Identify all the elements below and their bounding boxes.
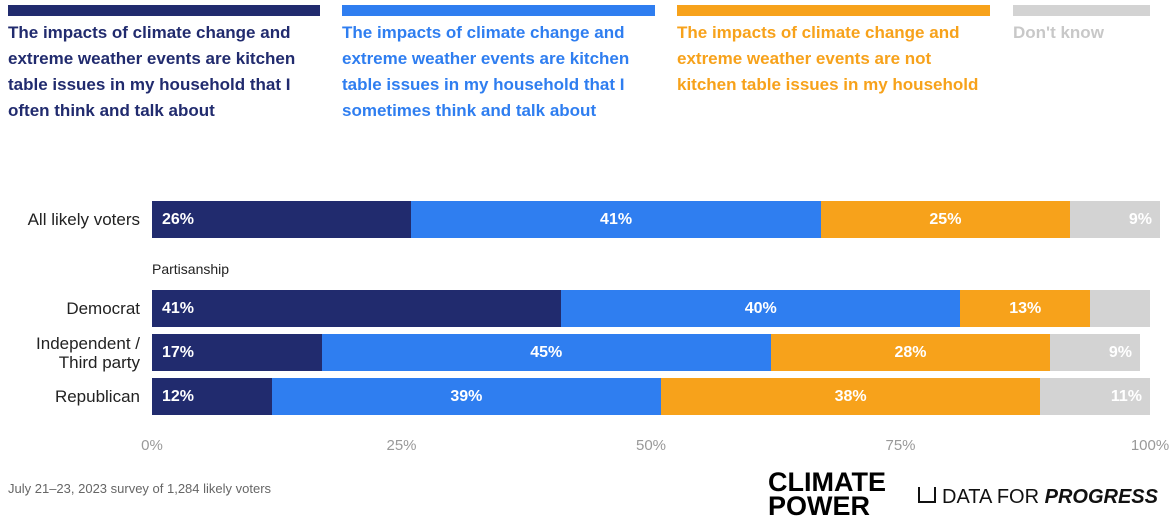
category-label: Independent / Third party [36,333,140,372]
legend-swatch [8,5,320,16]
logo-text: POWER [768,491,871,521]
legend-swatch [677,5,990,16]
data-label: 28% [894,344,927,361]
x-tick-label: 100% [1130,437,1170,454]
logo-icon [918,487,936,503]
bar-segment [152,290,562,327]
x-tick-label: 0% [141,437,163,454]
data-label: 40% [744,300,777,317]
bar-segment [321,334,771,371]
bar-segment [152,201,412,238]
category-label: Republican [54,387,140,406]
data-label: 26% [162,211,195,228]
bar-segment [1050,334,1140,371]
bar-segment [411,201,821,238]
legend-text: The impacts of climate change and extrem… [8,23,296,120]
data-label: 39% [450,388,483,405]
bar-segment [561,290,961,327]
legend-swatch [1013,5,1150,16]
legend-text: The impacts of climate change and extrem… [342,23,630,120]
group-label: Partisanship [152,261,230,277]
data-label: 45% [530,344,563,361]
x-tick-label: 50% [635,437,667,454]
bar-segment [1040,378,1150,415]
bar-segment [960,290,1091,327]
logo-text: DATA FOR [942,486,1040,508]
bar-segment [1070,201,1160,238]
data-label: 41% [600,211,633,228]
bar-segment [1090,290,1150,327]
x-tick-label: 25% [386,437,417,454]
data-label: 41% [162,300,195,317]
data-label: 13% [1009,300,1042,317]
category-label: Democrat [66,299,140,318]
bar-segment [770,334,1051,371]
logo-text: PROGRESS [1044,486,1158,508]
bar-segment [660,378,1041,415]
logo: DATA FOR PROGRESS [918,486,1158,509]
x-tick-label: 75% [885,437,916,454]
legend-text: Don't know [1013,23,1104,42]
bar-segment [271,378,661,415]
bar-segment [152,378,272,415]
bar-segment [820,201,1071,238]
data-label: 38% [834,388,867,405]
legend-text: The impacts of climate change and extrem… [677,23,979,94]
category-label: All likely voters [27,210,140,229]
legend-swatch [342,5,655,16]
data-label: 11% [1110,388,1142,405]
data-label: 17% [162,344,195,361]
bar-segment [152,334,322,371]
data-label: 9% [1128,211,1152,228]
source: July 21–23, 2023 survey of 1,284 likely … [8,481,272,496]
data-label: 25% [929,211,962,228]
data-label: 9% [1108,344,1133,361]
data-label: 12% [162,388,195,405]
logo-text: CLIMATE [768,467,886,497]
logo: CLIMATE POWER [768,467,886,521]
